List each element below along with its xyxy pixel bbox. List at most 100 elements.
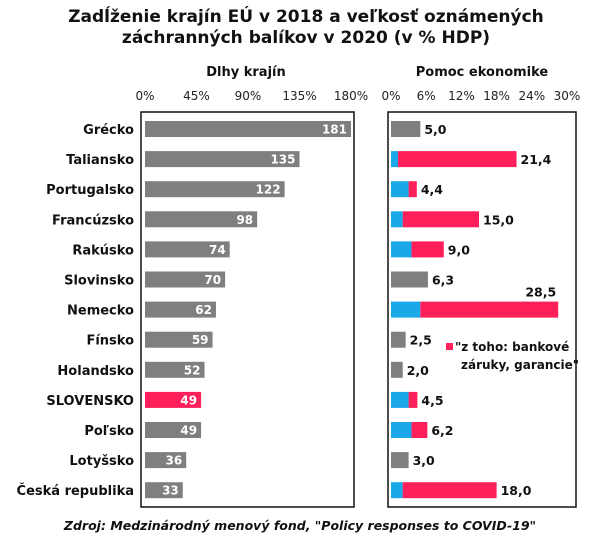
debt-bar [145, 151, 300, 168]
debt-value-label: 36 [165, 454, 182, 468]
legend-swatch [446, 343, 453, 350]
right-panel-title: Pomoc ekonomike [416, 65, 549, 80]
left-tick-label: 135% [282, 89, 316, 103]
aid-total-label: 21,4 [521, 152, 552, 167]
aid-total-label: 6,3 [432, 273, 454, 288]
right-plot-frame [387, 111, 577, 508]
aid-guarantee-segment [411, 241, 444, 258]
debt-bar [145, 301, 216, 318]
left-tick-label: 45% [183, 89, 210, 103]
aid-total-label: 3,0 [413, 453, 435, 468]
category-labels: Grécko Taliansko Portugalsko Francúzsko Rakú… [17, 123, 135, 499]
aid-guarantee-segment [402, 211, 479, 228]
aid-total-label: 9,0 [448, 242, 470, 257]
aid-total-label: 15,0 [483, 212, 514, 227]
left-tick-label: 90% [235, 89, 262, 103]
debt-value-label: 74 [209, 243, 226, 257]
aid-direct-segment [391, 391, 409, 408]
right-tick-label: 6% [417, 89, 436, 103]
aid-guarantee-segment [408, 391, 418, 408]
debt-bar [145, 452, 187, 469]
left-x-axis-ticks: 0% 45% 90% 135% 180% [135, 89, 368, 103]
right-tick-label: 0% [381, 89, 400, 103]
right-bars: 5,0 21,4 4,4 15,0 9,0 6,3 28,5 2,5 2,0 4,5 6,2 3,0 1… [391, 121, 559, 499]
right-tick-label: 30% [554, 89, 581, 103]
category-label: Taliansko [66, 153, 134, 168]
debt-bar [145, 181, 285, 198]
aid-total-label: 4,4 [421, 182, 443, 197]
aid-guarantee-segment [420, 301, 559, 318]
chart-title-line1: Zadĺženie krajín EÚ v 2018 a veľkosť ozn… [68, 5, 544, 27]
debt-value-label: 49 [180, 424, 197, 438]
debt-bar [145, 361, 205, 378]
legend-text-line2: záruky, garancie" [461, 358, 579, 372]
aid-bar [391, 361, 403, 378]
left-bars: 181 135 122 98 74 70 62 59 52 49 49 36 33 [145, 121, 351, 499]
aid-direct-segment [391, 181, 409, 198]
debt-bar [145, 121, 351, 137]
left-panel-title: Dlhy krajín [206, 65, 286, 80]
category-label: Grécko [83, 123, 134, 138]
legend: "z toho: bankové záruky, garancie" [446, 340, 579, 372]
aid-direct-segment [391, 211, 403, 228]
debt-bar [145, 391, 202, 408]
right-tick-label: 18% [483, 89, 510, 103]
debt-value-label: 49 [180, 393, 197, 407]
aid-total-label: 28,5 [525, 285, 556, 300]
aid-total-label: 6,2 [431, 423, 453, 438]
category-label: SLOVENSKO [46, 394, 134, 409]
aid-total-label: 4,5 [421, 393, 443, 408]
chart-title-line2: záchranných balíkov v 2020 (v % HDP) [122, 28, 490, 48]
category-label: Rakúsko [72, 243, 134, 258]
category-label: Česká republika [17, 483, 134, 499]
debt-bar [145, 482, 183, 499]
aid-direct-segment [391, 422, 412, 438]
debt-value-label: 33 [162, 484, 179, 498]
aid-guarantee-segment [408, 181, 417, 198]
aid-guarantee-segment [402, 482, 497, 499]
debt-value-label: 98 [236, 213, 253, 227]
debt-value-label: 70 [204, 273, 221, 287]
category-label: Lotyšsko [69, 454, 134, 469]
debt-bar [145, 422, 202, 438]
aid-guarantee-segment [411, 422, 428, 438]
left-plot-frame [140, 111, 355, 508]
aid-bar [391, 121, 421, 137]
debt-value-label: 62 [195, 303, 212, 317]
debt-bar [145, 211, 258, 228]
aid-bar [391, 452, 409, 469]
debt-value-label: 135 [270, 153, 295, 167]
left-tick-label: 180% [334, 89, 368, 103]
aid-total-label: 18,0 [501, 483, 532, 498]
debt-value-label: 59 [192, 333, 209, 347]
aid-direct-segment [391, 241, 412, 258]
aid-direct-segment [391, 482, 403, 499]
aid-total-label: 5,0 [424, 122, 446, 137]
aid-direct-segment [391, 301, 421, 318]
right-x-axis-ticks: 0% 6% 12% 18% 24% 30% [381, 89, 580, 103]
category-label: Holandsko [57, 364, 134, 379]
left-tick-label: 0% [135, 89, 154, 103]
source-note: Zdroj: Medzinárodný menový fond, "Policy… [63, 518, 536, 533]
debt-bar [145, 271, 226, 288]
category-label: Francúzsko [52, 213, 134, 228]
legend-text-line1: "z toho: bankové [455, 340, 569, 354]
debt-bar [145, 241, 230, 258]
category-label: Slovinsko [64, 274, 134, 289]
category-label: Portugalsko [46, 183, 134, 198]
debt-value-label: 181 [322, 123, 347, 137]
aid-guarantee-segment [398, 151, 517, 168]
debt-bar [145, 331, 213, 348]
aid-direct-segment [391, 151, 399, 168]
category-label: Nemecko [67, 304, 134, 319]
debt-value-label: 52 [184, 363, 201, 377]
category-label: Fínsko [86, 334, 134, 349]
right-tick-label: 12% [448, 89, 475, 103]
aid-bar [391, 331, 406, 348]
aid-total-label: 2,5 [410, 333, 432, 348]
category-label: Poľsko [84, 424, 134, 439]
debt-value-label: 122 [256, 183, 281, 197]
aid-bar [391, 271, 428, 288]
aid-total-label: 2,0 [407, 363, 429, 378]
